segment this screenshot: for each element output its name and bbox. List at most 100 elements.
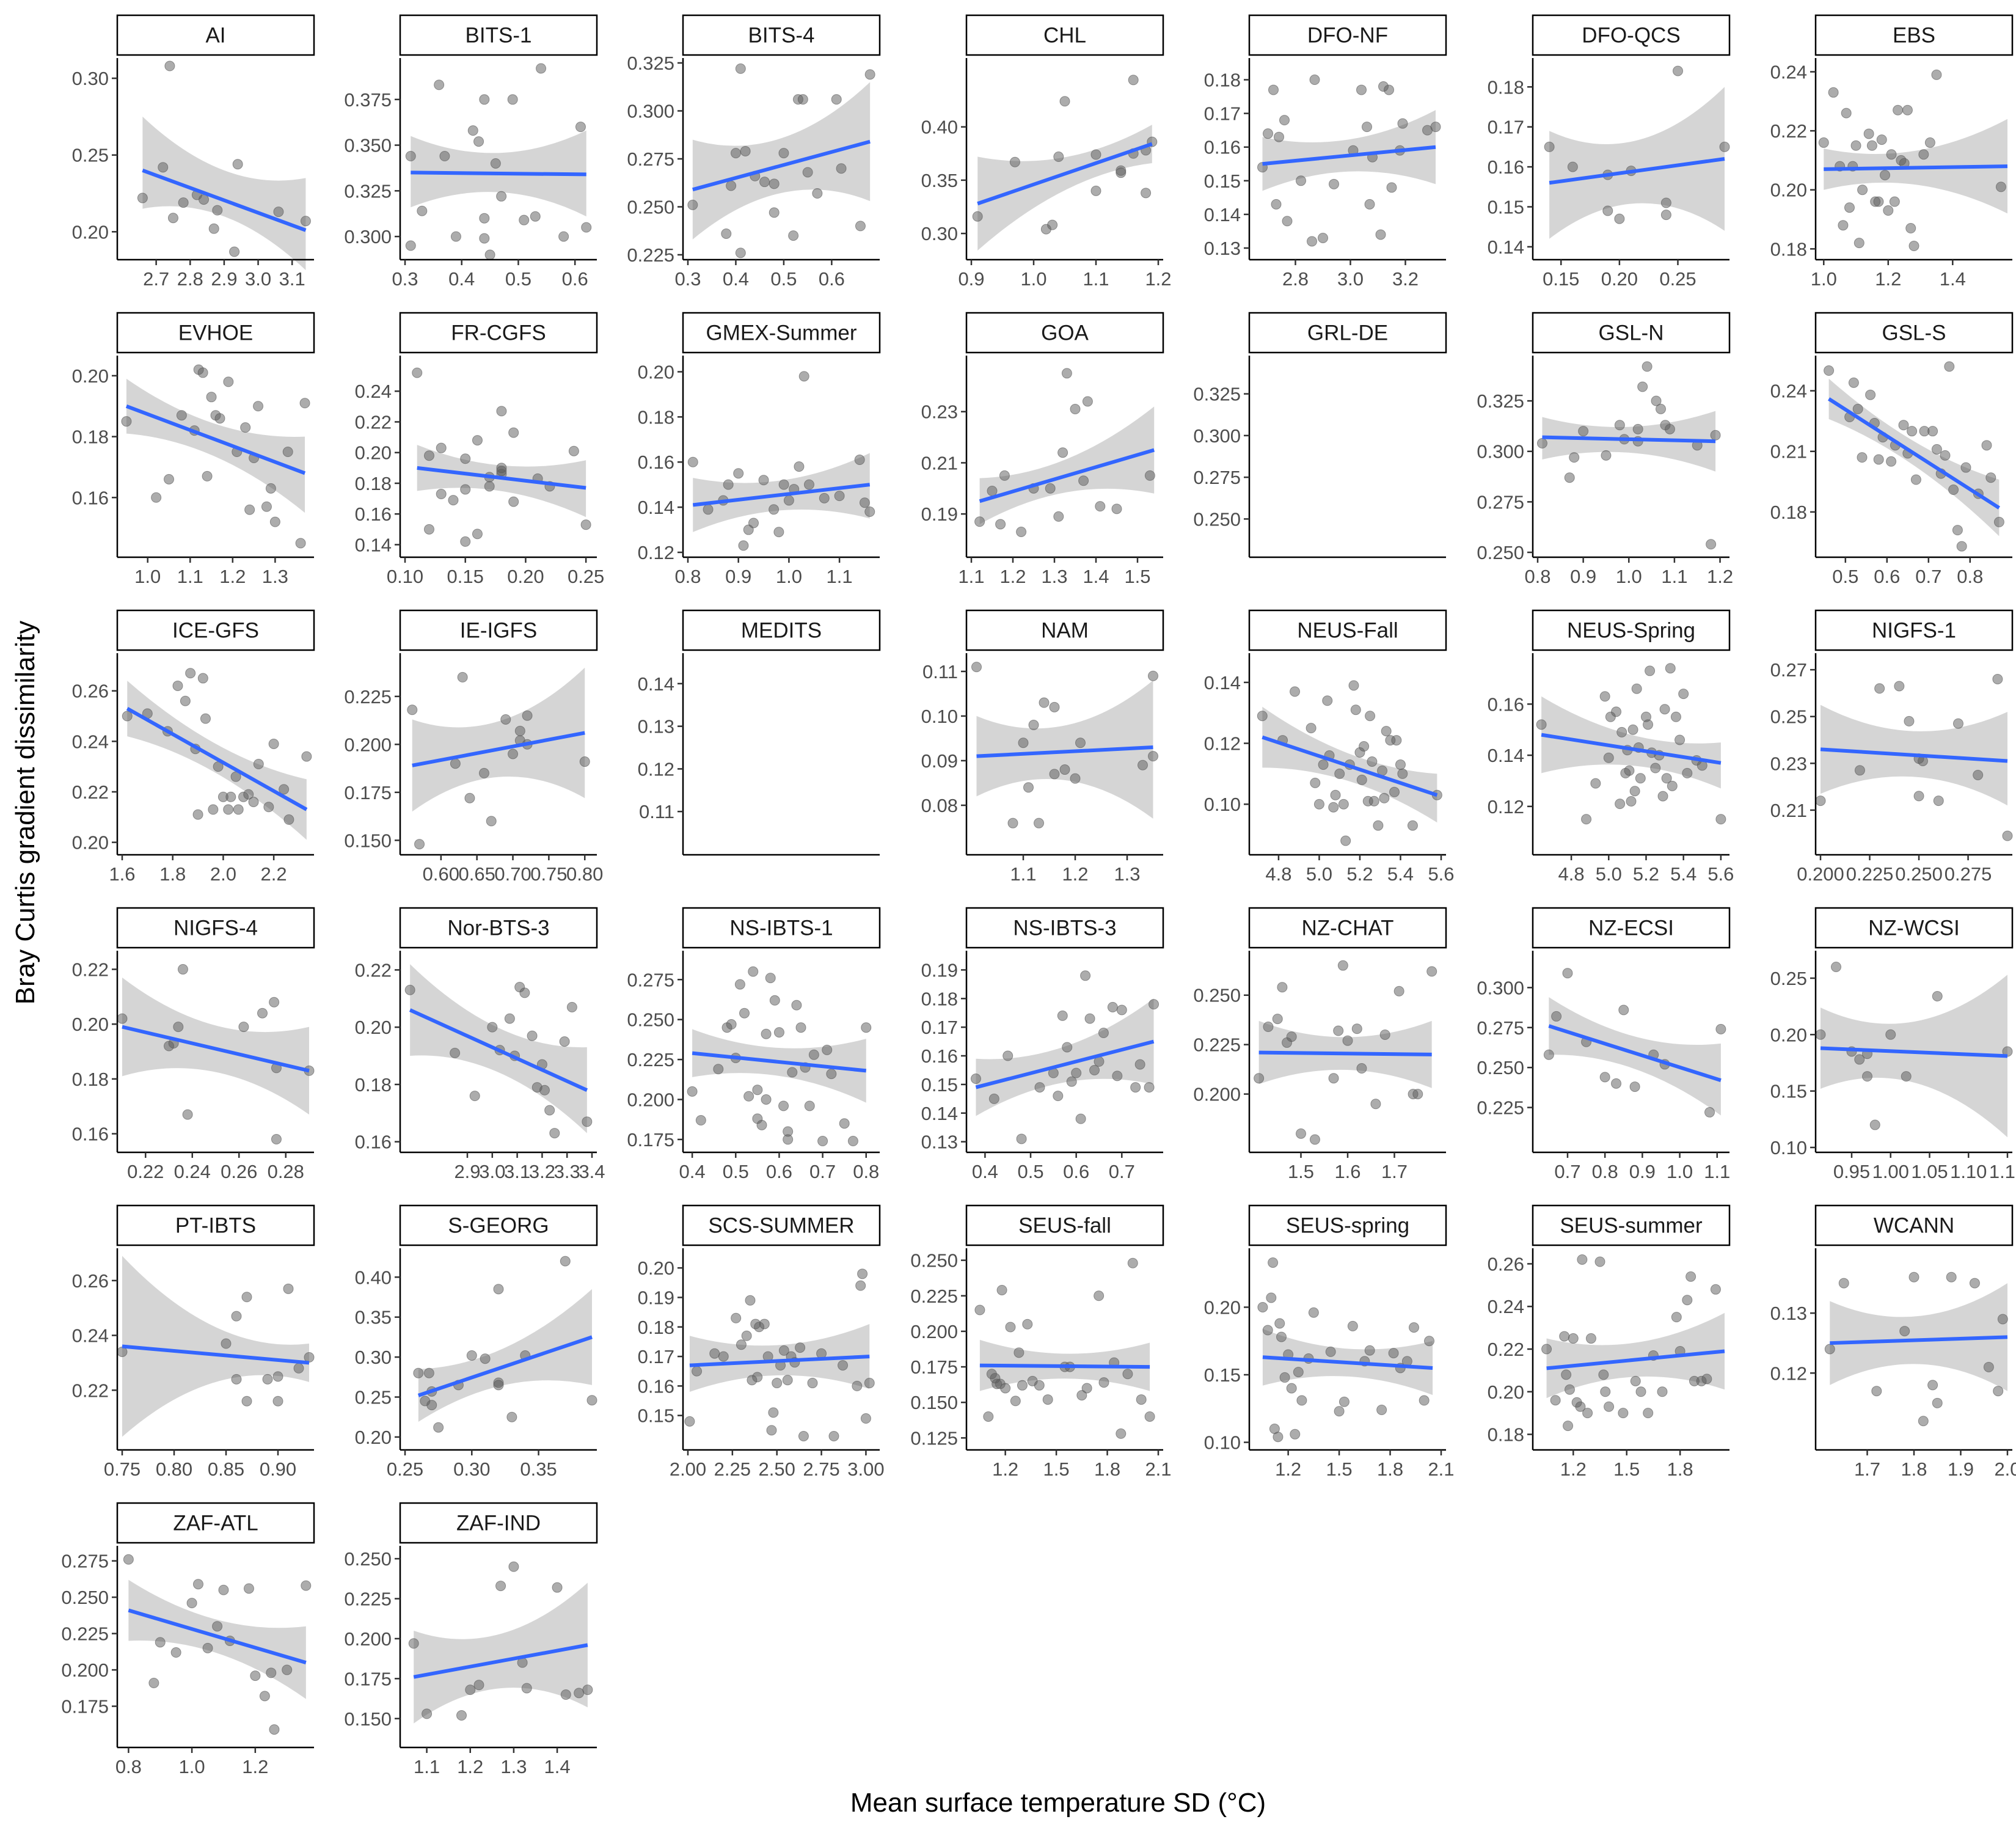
data-point: [414, 839, 425, 850]
data-point: [687, 456, 698, 467]
data-point: [1857, 452, 1868, 463]
data-point: [1660, 210, 1671, 221]
facet-strip: [116, 312, 315, 354]
x-tick-label: 0.5: [770, 268, 797, 290]
data-point: [439, 151, 450, 162]
data-point: [996, 1284, 1007, 1295]
data-point: [173, 1022, 184, 1033]
data-point: [1389, 786, 1400, 797]
y-tick-label: 0.16: [921, 1045, 958, 1067]
trend-line: [1824, 164, 2008, 171]
data-point: [1347, 1320, 1358, 1331]
data-point: [1869, 1119, 1880, 1130]
data-point: [506, 1411, 517, 1422]
data-point: [1670, 711, 1681, 722]
data-point: [1070, 404, 1081, 415]
x-tick-label: 1.1: [1661, 566, 1687, 587]
y-tick-label: 0.12: [1770, 1363, 1807, 1384]
data-point: [828, 1431, 839, 1442]
y-tick-label: 0.14: [638, 497, 674, 518]
x-tick-label: 2.75: [803, 1458, 839, 1480]
y-tick-label: 0.325: [627, 53, 674, 74]
x-tick-label: 1.2: [219, 566, 246, 587]
data-point: [1624, 765, 1635, 776]
y-tick-label: 0.150: [344, 830, 392, 851]
y-tick-label: 0.250: [1193, 508, 1241, 530]
trend-line: [413, 1643, 588, 1679]
data-point: [782, 1375, 793, 1386]
facet-strip: [399, 907, 598, 949]
data-point: [1865, 389, 1876, 400]
x-tick-label: 5.0: [1596, 863, 1622, 885]
data-point: [1946, 1271, 1957, 1282]
data-point: [759, 1319, 770, 1330]
data-point: [1061, 368, 1072, 379]
data-point: [241, 1292, 252, 1303]
facet-title: S-GEORG: [448, 1214, 549, 1238]
y-tick-label: 0.25: [72, 145, 109, 166]
data-point: [1611, 706, 1622, 717]
y-tick-label: 0.26: [1488, 1253, 1524, 1275]
data-point: [1059, 764, 1070, 775]
data-point: [1886, 149, 1897, 160]
y-tick-label: 0.40: [921, 117, 958, 138]
x-tick-label: 0.75: [530, 863, 567, 885]
data-point: [1631, 683, 1642, 694]
data-point: [243, 789, 254, 800]
x-tick-label: 0.80: [156, 1458, 192, 1480]
y-tick-label: 0.18: [72, 426, 109, 448]
facet-panel-ice-gfs: ICE-GFS 0.20 0.22 0.24 0.26 1.6 1.8 2.0 2.2: [72, 609, 315, 885]
data-point: [1885, 1029, 1896, 1040]
y-tick-label: 0.23: [921, 401, 958, 423]
x-tick-label: 0.7: [1554, 1161, 1580, 1182]
data-point: [1290, 686, 1301, 697]
data-point: [758, 475, 769, 486]
x-tick-label: 0.25: [1659, 268, 1696, 290]
data-point: [200, 713, 211, 724]
data-point: [233, 804, 244, 815]
trend-line: [979, 448, 1155, 503]
data-point: [243, 1583, 254, 1594]
y-tick-label: 0.22: [72, 959, 109, 980]
data-point: [266, 1667, 277, 1678]
data-point: [507, 94, 518, 105]
data-point: [586, 1395, 597, 1406]
facet-title: NEUS-Spring: [1567, 619, 1695, 643]
x-tick-label: 0.5: [505, 268, 531, 290]
data-point: [1053, 152, 1064, 163]
facet-title: NIGFS-4: [173, 916, 258, 940]
y-tick-label: 0.22: [72, 1380, 109, 1401]
y-tick-label: 0.12: [638, 542, 674, 563]
data-point: [123, 1554, 134, 1565]
data-point: [759, 177, 770, 188]
data-point: [1559, 1331, 1570, 1342]
data-point: [496, 406, 507, 417]
data-point: [218, 1584, 229, 1595]
x-tick-label: 0.90: [260, 1458, 296, 1480]
data-point: [1322, 695, 1333, 706]
x-tick-label: 0.225: [1846, 863, 1894, 885]
y-tick-label: 0.16: [355, 1132, 392, 1153]
data-point: [1848, 377, 1859, 388]
trend-line: [128, 1608, 307, 1665]
y-tick-label: 0.13: [1204, 238, 1241, 259]
data-point: [1045, 483, 1056, 494]
data-point: [1615, 799, 1626, 810]
data-point: [265, 483, 276, 494]
data-point: [761, 1028, 772, 1039]
y-tick-label: 0.325: [1477, 390, 1524, 412]
facet-panel-ns-ibts-1: NS-IBTS-1 0.175 0.200 0.225 0.250 0.275 0.4 0.5…: [627, 907, 881, 1182]
y-tick-label: 0.16: [1488, 156, 1524, 178]
data-point: [861, 1022, 872, 1033]
data-point: [272, 1371, 283, 1382]
data-point: [778, 1345, 789, 1356]
facet-panel-pt-ibts: PT-IBTS 0.22 0.24 0.26 0.75 0.80 0.85 0.90: [72, 1204, 315, 1480]
data-point: [778, 479, 789, 490]
data-point: [836, 163, 847, 174]
data-point: [225, 791, 236, 802]
facet-title: BITS-1: [466, 24, 532, 48]
y-tick-label: 0.300: [1477, 977, 1524, 998]
data-point: [1818, 137, 1829, 148]
data-point: [1005, 1322, 1016, 1333]
x-tick-label: 0.5: [1017, 1161, 1043, 1182]
